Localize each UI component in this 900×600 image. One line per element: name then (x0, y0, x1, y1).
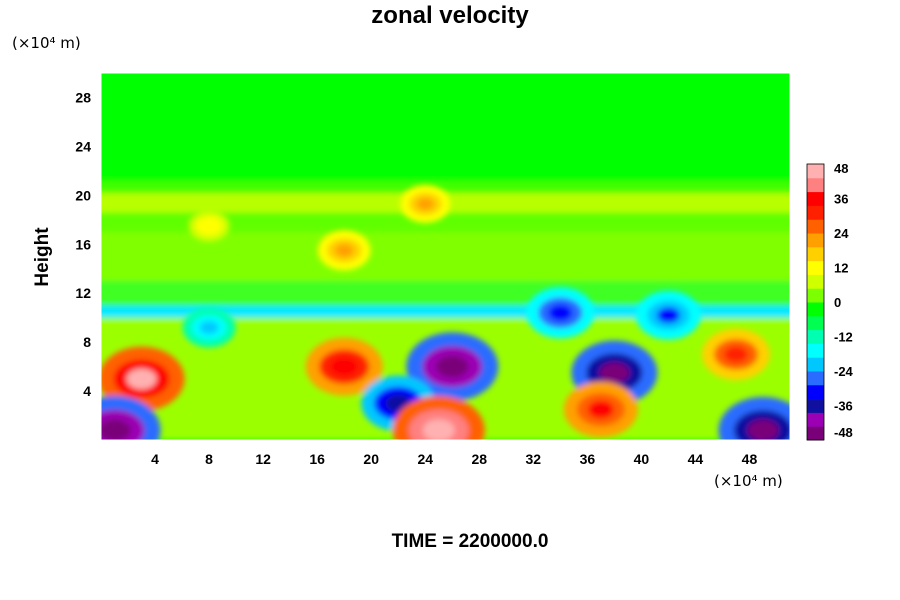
colorbar-tick-label: 24 (834, 226, 849, 241)
y-tick-label: 8 (83, 334, 91, 350)
colorbar: 48 36 24 12 0 -12 -24 -36 -48 (806, 161, 854, 441)
colorbar-tick-label: -48 (834, 425, 853, 440)
field-features (101, 184, 790, 440)
colorbar-swatch (807, 288, 824, 303)
colorbar-swatch (807, 191, 824, 206)
field-feature-core (587, 400, 614, 419)
y-tick-label: 4 (83, 383, 91, 399)
y-tick-label: 20 (75, 187, 91, 203)
colorbar-frame (806, 163, 825, 441)
field-band (101, 305, 790, 318)
colorbar-swatch (807, 315, 824, 331)
colorbar-swatch (807, 302, 824, 317)
colorbar-swatch (807, 426, 824, 441)
colorbar-swatch (807, 205, 824, 220)
x-tick-label: 12 (255, 451, 271, 467)
x-tick-label: 40 (634, 451, 650, 467)
x-tick-label: 4 (151, 451, 159, 467)
field-feature-core (126, 368, 157, 390)
x-tick-label: 16 (309, 451, 325, 467)
field-band (101, 180, 790, 193)
colorbar-tick-label: -24 (834, 364, 854, 379)
chart-title: zonal velocity (371, 2, 529, 29)
colorbar-swatch (807, 357, 824, 372)
colorbar-swatch (807, 219, 824, 234)
y-tick-label: 24 (75, 138, 91, 154)
colorbar-swatch (807, 329, 824, 344)
colorbar-tick-label: 48 (834, 161, 848, 176)
colorbar-swatch (807, 177, 824, 193)
colorbar-swatch (807, 343, 824, 358)
field-feature-core (724, 346, 748, 363)
y-axis-unit: (×10⁴ m) (12, 34, 81, 52)
colorbar-swatch (807, 164, 824, 179)
colorbar-swatch (807, 274, 824, 289)
field-band (101, 232, 790, 281)
colorbar-swatch (807, 246, 824, 262)
x-axis-ticks: 4 8 12 16 20 24 28 32 36 40 44 48 (151, 451, 757, 467)
y-tick-label: 28 (75, 89, 91, 105)
field-feature-core (548, 304, 573, 321)
colorbar-swatch (807, 233, 824, 248)
x-tick-label: 44 (688, 451, 704, 467)
plot-frame (100, 72, 791, 441)
colorbar-tick-label: 12 (834, 261, 848, 276)
colorbar-tick-label: -36 (834, 399, 853, 414)
field-feature-core (436, 355, 469, 378)
colorbar-tick-label: 36 (834, 192, 848, 207)
x-tick-label: 8 (205, 451, 213, 467)
field-feature-core (330, 357, 358, 376)
y-tick-label: 12 (75, 285, 91, 301)
time-label: TIME = 2200000.0 (391, 531, 549, 552)
colorbar-tick-label: -12 (834, 330, 853, 345)
field-feature-core (422, 419, 455, 440)
field-feature-core (334, 243, 354, 257)
colorbar-swatch (807, 371, 824, 386)
colorbar-swatch (807, 260, 824, 275)
x-axis-unit: (×10⁴ m) (714, 472, 783, 490)
colorbar-swatch (807, 412, 824, 427)
plot-area (101, 73, 790, 440)
field-feature-core (657, 307, 680, 324)
x-tick-label: 20 (363, 451, 379, 467)
field-feature-core (747, 419, 779, 440)
field-band (101, 212, 790, 233)
x-tick-label: 32 (526, 451, 542, 467)
colorbar-tick-label: 0 (834, 295, 841, 310)
field-feature-core (416, 197, 434, 210)
x-tick-label: 28 (471, 451, 487, 467)
field-feature-core (199, 321, 219, 334)
y-axis-label: Height (32, 227, 53, 287)
y-axis-ticks: 4 8 12 16 20 24 28 (75, 89, 91, 399)
field-band (101, 73, 790, 184)
colorbar-swatch (807, 398, 824, 413)
x-tick-label: 24 (417, 451, 433, 467)
x-tick-label: 36 (580, 451, 596, 467)
y-tick-label: 16 (75, 236, 91, 252)
colorbar-swatch (807, 384, 824, 400)
field-feature-core (599, 362, 630, 384)
field-feature-core (201, 220, 217, 231)
x-tick-label: 48 (742, 451, 758, 467)
field-feature-core (101, 419, 131, 440)
